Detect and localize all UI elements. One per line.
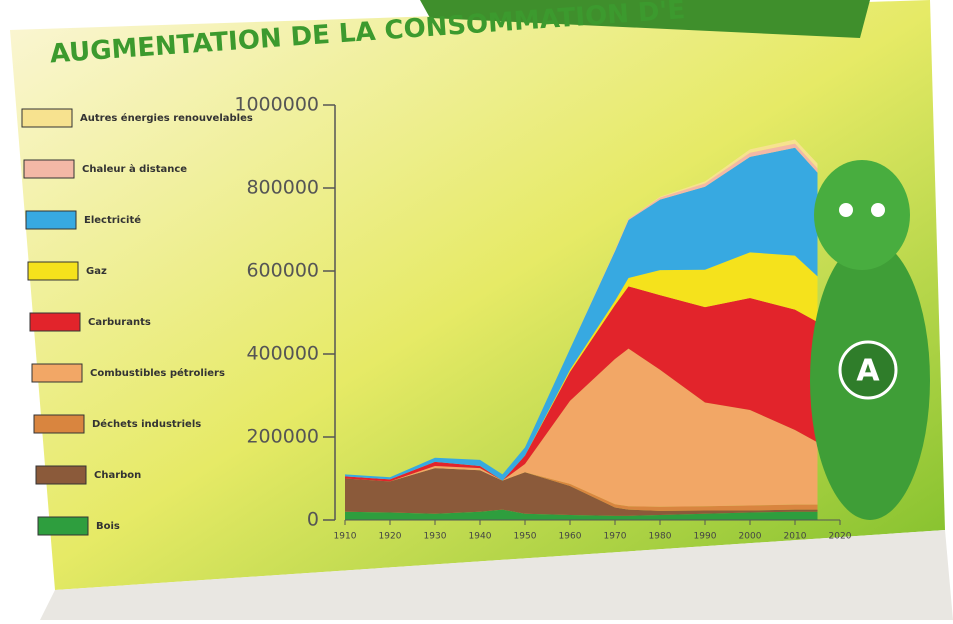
mascot-badge: [838, 340, 898, 400]
mascot-head: [814, 160, 910, 270]
legend-swatch: [23, 159, 75, 179]
legend-label: Chaleur à distance: [82, 163, 187, 175]
legend-label: Carburants: [88, 317, 151, 328]
x-tick-label: 1990: [694, 532, 717, 542]
mascot-letter: A: [856, 354, 880, 389]
legend-label: Gaz: [86, 266, 107, 277]
legend-swatch: [27, 261, 79, 281]
banner: [420, 0, 870, 38]
x-tick-label: 1960: [559, 532, 582, 542]
mascot: A: [810, 160, 930, 520]
x-tick-label: 1940: [469, 532, 492, 542]
legend-label: Electricité: [84, 214, 141, 226]
floor: [40, 530, 953, 620]
y-tick-label: 200000: [246, 426, 319, 448]
mascot-eye: [871, 203, 885, 217]
y-tick-label: 400000: [246, 343, 319, 365]
mascot-eye: [839, 203, 853, 217]
y-tick-label: 0: [307, 509, 319, 531]
y-tick-label: 600000: [246, 260, 319, 282]
area: [345, 468, 818, 511]
legend-swatch: [33, 414, 85, 434]
x-tick-label: 2020: [829, 532, 852, 542]
legend-label: Charbon: [94, 470, 141, 481]
area: [345, 252, 818, 481]
area: [345, 286, 818, 482]
area: [345, 348, 818, 507]
legend-label: Bois: [96, 521, 120, 532]
legend-label: Combustibles pétroliers: [90, 367, 225, 379]
x-tick-label: 2000: [739, 532, 762, 542]
legend-swatch: [35, 465, 87, 485]
legend-swatch: [29, 312, 81, 332]
legend-swatch: [25, 210, 77, 230]
x-tick-label: 1950: [514, 532, 537, 542]
legend-swatch: [37, 516, 89, 536]
x-tick-label: 2010: [784, 532, 807, 542]
x-tick-label: 1920: [379, 532, 402, 542]
y-tick-label: 1000000: [234, 94, 319, 116]
legend-swatch: [31, 363, 83, 383]
x-tick-label: 1980: [649, 532, 672, 542]
x-tick-label: 1910: [334, 532, 357, 542]
area: [345, 468, 818, 516]
x-tick-label: 1930: [424, 532, 447, 542]
area: [345, 509, 818, 520]
area: [345, 147, 818, 481]
legend-label: Autres énergies renouvelables: [80, 112, 253, 124]
legend-swatch: [21, 108, 73, 128]
x-tick-label: 1970: [604, 532, 627, 542]
legend-label: Déchets industriels: [92, 418, 201, 430]
y-tick-label: 800000: [246, 177, 319, 199]
